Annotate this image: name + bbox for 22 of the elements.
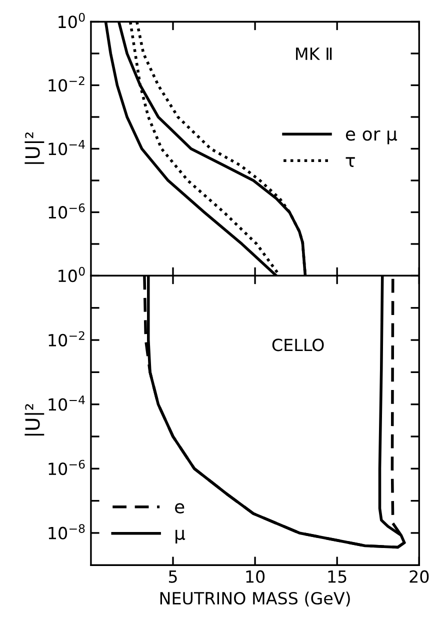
legend-label: e: [175, 503, 184, 514]
x-tick-label: 10: [246, 570, 265, 583]
x-tick-label: 5: [168, 570, 177, 583]
y-axis-title: |U|²: [24, 404, 44, 436]
y-tick-label: 10$^{0}$: [58, 12, 85, 28]
annotation: MK Ⅱ: [296, 48, 332, 60]
x-tick-label: 15: [328, 570, 346, 583]
y-tick-label: 10$^{−4}$: [48, 396, 85, 411]
y-tick-label: 10$^{−2}$: [48, 76, 84, 92]
y-tick-label: 10$^{−2}$: [48, 331, 84, 346]
x-tick-label: 20: [410, 570, 429, 583]
legend-label: μ: [176, 530, 186, 544]
y-tick-label: 10$^{0}$: [58, 266, 85, 282]
y-tick-label: 10$^{−6}$: [48, 460, 85, 476]
y-axis-title: |U|²: [24, 132, 44, 164]
y-tick-label: 10$^{−8}$: [48, 524, 85, 540]
y-tick-label: 10$^{−4}$: [48, 140, 85, 156]
legend-label: τ: [346, 157, 355, 167]
x-axis-title: NEUTRINO MASS (GeV): [160, 592, 350, 607]
y-tick-label: 10$^{−6}$: [48, 203, 85, 219]
annotation: CELLO: [272, 338, 324, 352]
legend-label: e or μ: [346, 130, 398, 144]
